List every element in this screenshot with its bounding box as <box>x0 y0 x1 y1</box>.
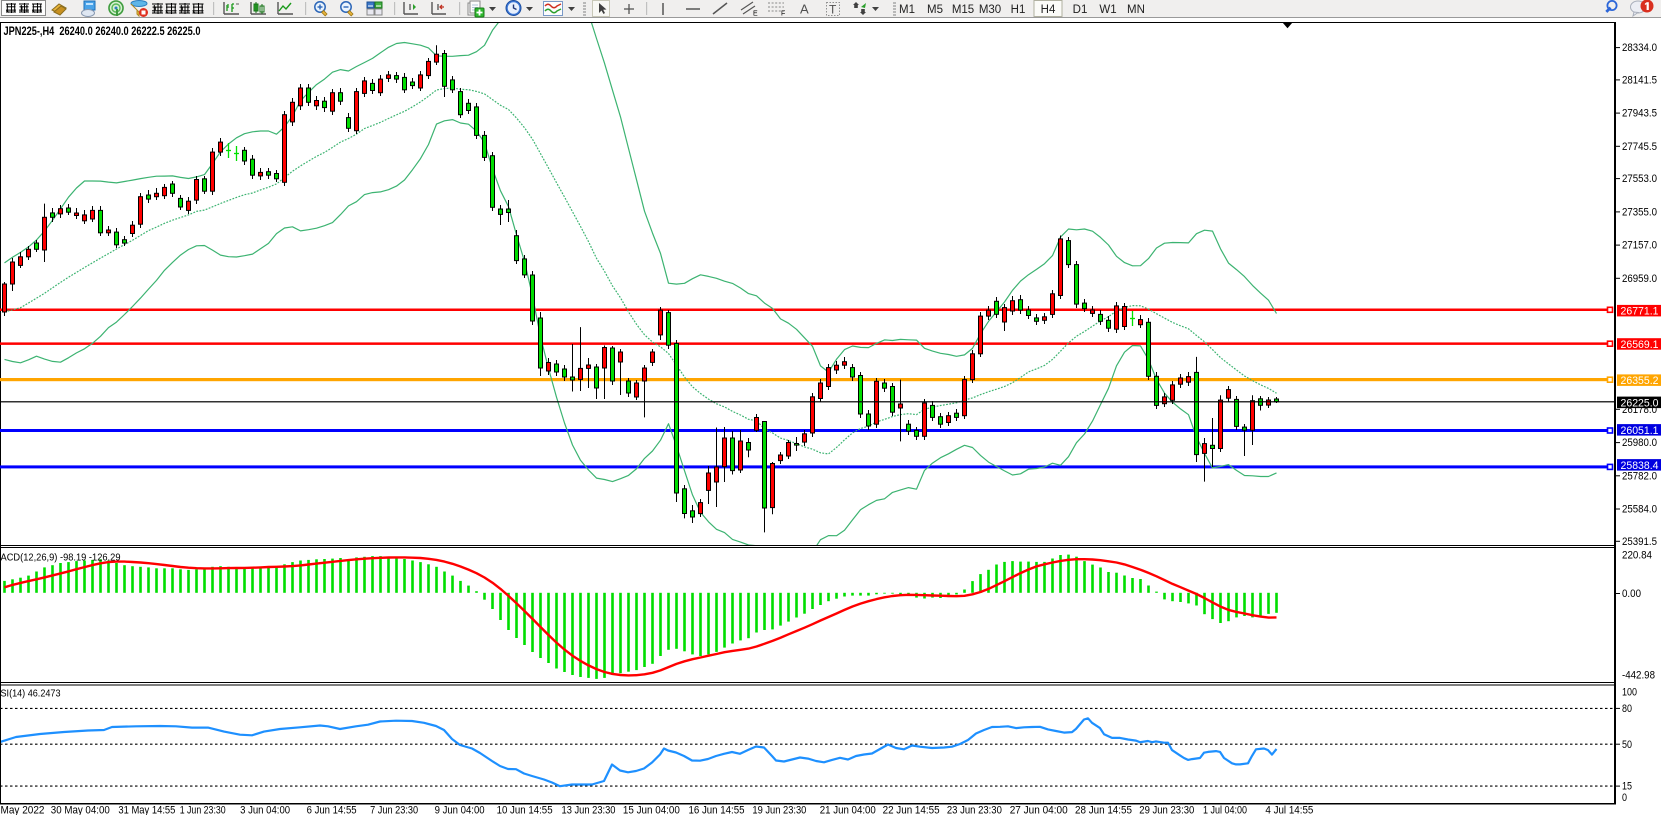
svg-text:1 Jun 23:30: 1 Jun 23:30 <box>180 805 226 815</box>
svg-text:80: 80 <box>1622 703 1632 715</box>
svg-text:220.84: 220.84 <box>1622 550 1652 562</box>
svg-text:28334.0: 28334.0 <box>1622 42 1657 54</box>
svg-text:May 2022: May 2022 <box>1 805 45 815</box>
svg-text:21 Jun 04:00: 21 Jun 04:00 <box>820 805 876 815</box>
svg-text:26569.1: 26569.1 <box>1621 339 1659 351</box>
svg-text:7 Jun 23:30: 7 Jun 23:30 <box>370 805 418 815</box>
svg-text:26225.0: 26225.0 <box>1621 397 1659 409</box>
svg-text:27553.0: 27553.0 <box>1622 173 1657 185</box>
svg-text:T: T <box>829 3 837 17</box>
svg-text:23 Jun 23:30: 23 Jun 23:30 <box>947 805 1002 815</box>
svg-text:28 Jun 14:55: 28 Jun 14:55 <box>1075 805 1132 815</box>
svg-text:M5: M5 <box>927 4 943 16</box>
svg-text:10 Jun 14:55: 10 Jun 14:55 <box>497 805 553 815</box>
svg-text:-442.98: -442.98 <box>1622 670 1655 682</box>
svg-text:50: 50 <box>1622 739 1632 751</box>
svg-text:27745.5: 27745.5 <box>1622 141 1657 153</box>
svg-text:26959.0: 26959.0 <box>1622 273 1657 285</box>
svg-text:30 May 04:00: 30 May 04:00 <box>51 805 110 815</box>
svg-text:SI(14) 46.2473: SI(14) 46.2473 <box>1 688 61 700</box>
svg-text:26355.2: 26355.2 <box>1621 375 1659 387</box>
svg-text:4 Jul 14:55: 4 Jul 14:55 <box>1265 805 1313 815</box>
svg-text:0.00: 0.00 <box>1622 588 1641 600</box>
svg-text:E: E <box>753 11 758 18</box>
svg-text:31 May 14:55: 31 May 14:55 <box>118 805 175 815</box>
svg-text:27355.0: 27355.0 <box>1622 206 1657 218</box>
svg-text:M30: M30 <box>979 4 1001 16</box>
svg-text:MN: MN <box>1127 4 1145 16</box>
svg-text:9 Jun 04:00: 9 Jun 04:00 <box>435 805 485 815</box>
svg-text:16 Jun 14:55: 16 Jun 14:55 <box>689 805 745 815</box>
svg-text:6 Jun 14:55: 6 Jun 14:55 <box>307 805 357 815</box>
svg-text:26771.1: 26771.1 <box>1621 306 1659 318</box>
svg-text:19 Jun 23:30: 19 Jun 23:30 <box>752 805 806 815</box>
svg-text:26051.1: 26051.1 <box>1621 425 1659 437</box>
svg-text:25838.4: 25838.4 <box>1621 460 1659 472</box>
svg-text:27 Jun 04:00: 27 Jun 04:00 <box>1010 805 1068 815</box>
svg-text:3 Jun 04:00: 3 Jun 04:00 <box>240 805 290 815</box>
svg-text:W1: W1 <box>1099 4 1116 16</box>
svg-text:28141.5: 28141.5 <box>1622 74 1657 86</box>
svg-text:25980.0: 25980.0 <box>1622 437 1657 449</box>
svg-text:M1: M1 <box>899 4 915 16</box>
svg-text:0: 0 <box>1622 792 1627 804</box>
svg-text:M15: M15 <box>952 4 974 16</box>
svg-text:25584.0: 25584.0 <box>1622 504 1657 516</box>
svg-text:25391.5: 25391.5 <box>1622 536 1657 548</box>
svg-text:H4: H4 <box>1041 4 1056 16</box>
svg-text:27157.0: 27157.0 <box>1622 240 1657 252</box>
svg-text:H1: H1 <box>1011 4 1026 16</box>
svg-text:A: A <box>800 2 809 17</box>
svg-text:15: 15 <box>1622 781 1632 793</box>
svg-text:100: 100 <box>1622 687 1637 699</box>
svg-text:15 Jun 04:00: 15 Jun 04:00 <box>623 805 680 815</box>
svg-text:ACD(12,26,9) -98.19 -126.29: ACD(12,26,9) -98.19 -126.29 <box>1 552 121 564</box>
svg-text:22 Jun 14:55: 22 Jun 14:55 <box>883 805 940 815</box>
svg-text:29 Jun 23:30: 29 Jun 23:30 <box>1139 805 1194 815</box>
svg-text:27943.5: 27943.5 <box>1622 108 1657 120</box>
svg-text:25782.0: 25782.0 <box>1622 470 1657 482</box>
svg-text:D1: D1 <box>1073 4 1088 16</box>
svg-text:JPN225-,H4 26240.0 26240.0 26: JPN225-,H4 26240.0 26240.0 26222.5 26225… <box>4 26 201 38</box>
svg-text:F: F <box>781 11 785 18</box>
svg-text:13 Jun 23:30: 13 Jun 23:30 <box>562 805 616 815</box>
svg-text:1 Jul 04:00: 1 Jul 04:00 <box>1203 805 1247 815</box>
